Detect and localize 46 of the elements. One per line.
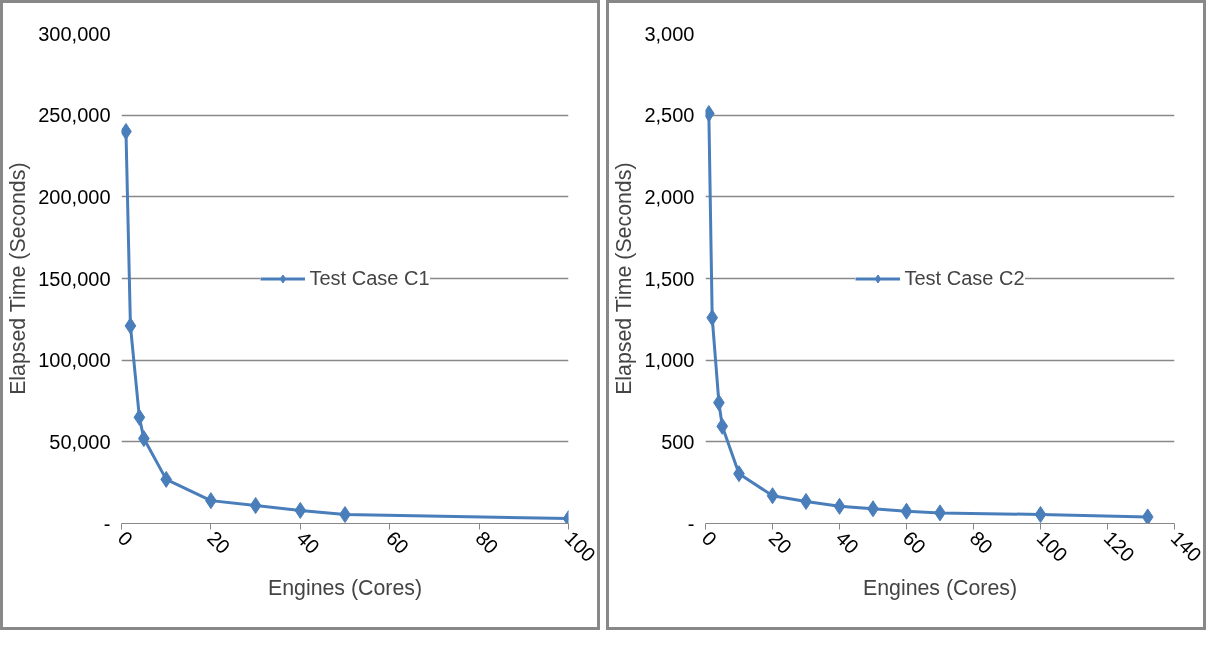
point	[716, 417, 729, 435]
y-tick-label: 250,000	[38, 104, 111, 127]
point	[706, 309, 719, 327]
x-tick-label: 0	[113, 526, 138, 551]
y-tick-label: 200,000	[38, 185, 111, 208]
y-tick-label: -	[103, 512, 111, 535]
x-tick-label: 20	[203, 526, 235, 559]
legend-label: Test Case C1	[309, 266, 430, 290]
y-axis-title: Elapsed Time (Seconds)	[6, 162, 31, 395]
point	[124, 317, 137, 335]
point	[160, 470, 173, 488]
x-tick-label: 80	[471, 526, 503, 559]
x-axis-title: Engines (Cores)	[862, 576, 1018, 600]
x-tick-label: 20	[764, 526, 797, 559]
point	[1034, 506, 1047, 524]
x-tick-label: 100	[1032, 526, 1072, 566]
point	[249, 497, 262, 515]
y-tick-label: 500	[661, 430, 695, 453]
y-tick-label: 50,000	[49, 430, 111, 453]
y-tick-label: 1,500	[644, 267, 695, 290]
y-tick-label: 2,500	[644, 104, 695, 127]
x-tick-label: 120	[1099, 526, 1139, 566]
x-tick-label: 60	[381, 526, 414, 559]
x-tick-label: 40	[831, 526, 864, 559]
y-tick-label: -	[687, 512, 695, 535]
y-tick-label: 300,000	[38, 22, 111, 45]
point	[833, 497, 846, 515]
x-tick-label: 40	[292, 526, 324, 559]
x-tick-label: 100	[560, 526, 600, 566]
x-tick-label: 140	[1166, 526, 1206, 566]
y-tick-label: 100,000	[38, 349, 111, 372]
point	[766, 487, 779, 505]
legend-label: Test Case C2	[904, 266, 1025, 290]
y-tick-label: 2,000	[644, 185, 695, 208]
y-tick-label: 3,000	[644, 22, 695, 45]
point	[133, 408, 146, 426]
x-axis-title: Engines (Cores)	[267, 576, 423, 600]
y-tick-label: 1,000	[644, 349, 695, 372]
point	[900, 502, 913, 520]
point	[294, 501, 307, 519]
x-tick-label: 60	[898, 526, 931, 559]
y-axis-title: Elapsed Time (Seconds)	[612, 162, 637, 395]
x-tick-label: 0	[697, 526, 722, 551]
x-tick-label: 80	[965, 526, 998, 559]
point	[1141, 508, 1154, 524]
y-tick-label: 150,000	[38, 267, 111, 290]
